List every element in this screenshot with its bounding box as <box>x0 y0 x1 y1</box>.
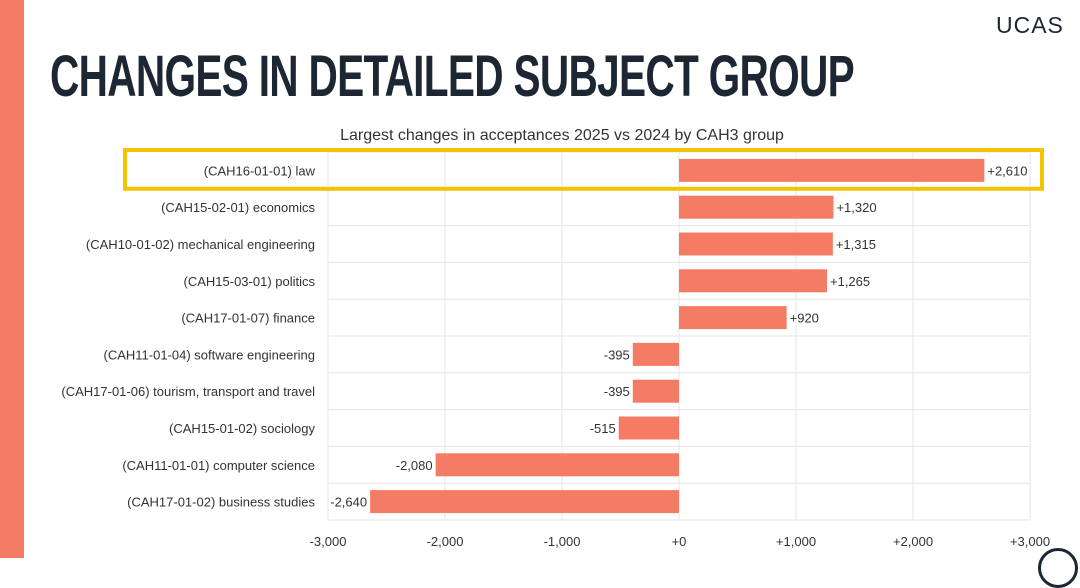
x-tick-label: -2,000 <box>427 534 464 549</box>
category-label: (CAH15-03-01) politics <box>184 274 316 289</box>
x-tick-label: +3,000 <box>1010 534 1050 549</box>
bar <box>632 379 679 403</box>
chart-title: Largest changes in acceptances 2025 vs 2… <box>340 127 784 144</box>
category-label: (CAH17-01-07) finance <box>181 311 315 326</box>
bar <box>679 158 985 182</box>
category-label: (CAH17-01-06) tourism, transport and tra… <box>61 384 315 399</box>
side-accent-bar <box>0 0 24 558</box>
x-tick-label: -3,000 <box>310 534 347 549</box>
ucas-logo: UCAS <box>996 12 1064 38</box>
category-label: (CAH11-01-01) computer science <box>122 458 315 473</box>
category-label: (CAH15-01-02) sociology <box>169 421 315 436</box>
bar <box>618 416 679 440</box>
x-tick-label: -1,000 <box>544 534 581 549</box>
bar <box>679 306 787 330</box>
bar <box>435 453 679 477</box>
value-label: +2,610 <box>987 163 1027 178</box>
value-label: -395 <box>604 347 630 362</box>
bar <box>632 342 679 366</box>
value-label: -395 <box>604 384 630 399</box>
category-label: (CAH17-01-02) business studies <box>127 495 315 510</box>
bar <box>679 195 834 219</box>
bar-chart: -3,000 -2,000 -1,000 +0 +1,000 +2,000 +3,000 (C… <box>61 148 1050 549</box>
value-label: +1,320 <box>836 200 876 215</box>
category-label: (CAH15-02-01) economics <box>161 200 315 215</box>
bar <box>370 490 679 514</box>
value-label: -2,640 <box>330 495 367 510</box>
category-label: (CAH11-01-04) software engineering <box>104 347 315 362</box>
value-label: +920 <box>790 311 819 326</box>
x-tick-label: +2,000 <box>893 534 933 549</box>
bar <box>679 269 828 293</box>
value-label: +1,315 <box>836 237 876 252</box>
category-label: (CAH10-01-02) mechanical engineering <box>86 237 315 252</box>
value-label: -515 <box>590 421 616 436</box>
value-label: -2,080 <box>396 458 433 473</box>
x-tick-label: +1,000 <box>776 534 816 549</box>
x-tick-label: +0 <box>672 534 687 549</box>
value-label: +1,265 <box>830 274 870 289</box>
corner-decoration <box>1038 548 1078 588</box>
page-title: CHANGES IN DETAILED SUBJECT GROUP <box>50 44 855 109</box>
category-label: (CAH16-01-01) law <box>204 163 316 178</box>
bar <box>679 232 833 256</box>
highlight-box <box>123 148 1044 191</box>
